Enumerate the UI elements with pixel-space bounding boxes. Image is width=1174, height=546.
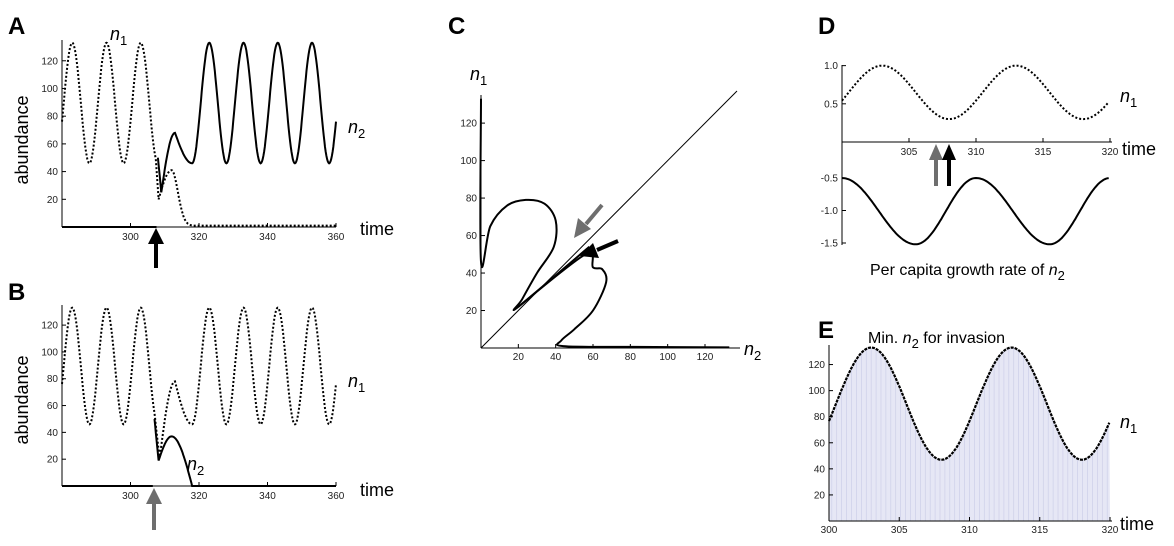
panel-c-x-tick-label-120: 120 [697, 352, 714, 363]
panel-b-y-tick-label-80: 80 [47, 374, 59, 385]
panel-d-y-tick-label--0.5: -0.5 [821, 174, 839, 185]
panel-d-x-tick-label-315: 315 [1035, 147, 1052, 158]
panel-e-x-tick-label-305: 305 [891, 525, 908, 536]
panel-e-title: Min. n2 for invasion [868, 330, 1005, 351]
panel-e: E 20 40 60 80 100 120 300 305 310 315 320 time n1… [808, 317, 1154, 536]
panel-d-y-tick-label-1: 1.0 [824, 61, 838, 72]
panel-c-x-tick-label-100: 100 [659, 352, 676, 363]
panel-d: D 0.5 1.0 -0.5 -1.0 -1.5 305 310 315 320 time n… [818, 13, 1156, 283]
panel-d-y-tick-label--1: -1.0 [821, 206, 839, 217]
panel-e-x-tick-label-300: 300 [821, 525, 838, 536]
panel-e-n1-line [827, 346, 1111, 461]
panel-c-gray-arrow [574, 203, 604, 238]
panel-c-y-tick-label-120: 120 [460, 119, 477, 130]
panel-a-x-tick-label-340: 340 [259, 232, 276, 243]
panel-a-n1-label: n1 [110, 24, 127, 48]
panel-d-x-tick-label-310: 310 [968, 147, 985, 158]
panel-d-gray-arrow [929, 144, 943, 186]
panel-b-n2-label: n2 [187, 454, 204, 478]
panel-c-y-tick-label-100: 100 [460, 156, 477, 167]
panel-b-n1-line [61, 306, 337, 459]
panel-e-y-tick-label-40: 40 [814, 464, 826, 475]
panel-a-n2-label: n2 [348, 117, 365, 141]
panel-b-x-tick-label-360: 360 [328, 491, 345, 502]
panel-c-ylabel: n1 [470, 64, 487, 88]
panel-b-y-tick-label-120: 120 [41, 321, 58, 332]
panel-b-x-tick-label-300: 300 [122, 491, 139, 502]
panel-b-y-tick-label-20: 20 [47, 455, 59, 466]
panel-a-y-tick-label-120: 120 [41, 56, 58, 67]
panel-d-xlabel: time [1122, 139, 1156, 159]
panel-c-xlabel: n2 [744, 339, 761, 363]
panel-e-y-tick-label-80: 80 [814, 412, 826, 423]
panel-d-n1-line [841, 64, 1110, 121]
panel-c-black-arrow [580, 239, 619, 258]
panel-c-y-tick-label-80: 80 [466, 194, 478, 205]
panel-c-y-tick-label-40: 40 [466, 269, 478, 280]
panel-b-x-tick-label-320: 320 [191, 491, 208, 502]
panel-e-xlabel: time [1120, 514, 1154, 534]
panel-d-letter: D [818, 13, 835, 40]
panel-c-diagonal [480, 90, 738, 349]
panel-a-xlabel: time [360, 219, 394, 239]
panel-b-y-tick-label-100: 100 [41, 347, 58, 358]
panel-c-x-tick-label-80: 80 [625, 352, 637, 363]
panel-e-x-tick-label-315: 315 [1031, 525, 1048, 536]
panel-d-growth-rate-line [841, 176, 1109, 246]
panel-a-y-tick-label-60: 60 [47, 139, 59, 150]
panel-d-n1-label: n1 [1120, 86, 1137, 110]
panel-d-y-tick-label-0.5: 0.5 [824, 99, 838, 110]
panel-e-y-tick-label-100: 100 [808, 386, 825, 397]
panel-c-x-tick-label-40: 40 [550, 352, 562, 363]
panel-e-x-tick-label-320: 320 [1102, 525, 1119, 536]
panel-d-x-tick-label-305: 305 [901, 147, 918, 158]
panel-c-y-tick-label-20: 20 [466, 306, 478, 317]
panel-b-n1-label: n1 [348, 371, 365, 395]
panel-a-y-tick-label-80: 80 [47, 112, 59, 123]
panel-b-y-tick-label-60: 60 [47, 401, 59, 412]
panel-a-invasion-arrow [148, 228, 164, 268]
panel-a-n2-line [62, 41, 337, 228]
panel-c-letter: C [448, 13, 465, 40]
panel-a-n1-line [61, 41, 336, 227]
panel-c-x-tick-label-60: 60 [587, 352, 599, 363]
panel-b-ylabel: abundance [12, 355, 32, 444]
panel-d-caption: Per capita growth rate of n2 [870, 262, 1065, 283]
panel-b-x-tick-label-340: 340 [259, 491, 276, 502]
panel-b-invasion-arrow [146, 488, 162, 530]
panel-e-y-tick-label-120: 120 [808, 360, 825, 371]
panel-c-trajectory-a [479, 98, 590, 312]
panel-c-x-tick-label-20: 20 [513, 352, 525, 363]
panel-a-ylabel: abundance [12, 95, 32, 184]
panel-a-x-tick-label-360: 360 [328, 232, 345, 243]
panel-a-x-tick-label-300: 300 [122, 232, 139, 243]
panel-c-trajectory-b [517, 251, 730, 349]
panel-b-letter: B [8, 279, 25, 306]
panel-a-letter: A [8, 13, 25, 40]
panel-a-y-tick-label-100: 100 [41, 84, 58, 95]
panel-e-y-tick-label-60: 60 [814, 438, 826, 449]
panel-d-x-tick-label-320: 320 [1102, 147, 1119, 158]
panel-c: C 20 40 60 80 100 120 20 40 60 80 100 120 n1 n2 [448, 13, 761, 363]
panel-e-y-tick-label-20: 20 [814, 490, 826, 501]
panel-e-x-tick-label-310: 310 [961, 525, 978, 536]
panel-a-y-tick-label-20: 20 [47, 195, 59, 206]
panel-b-n2-line [62, 418, 336, 487]
panel-a-x-tick-label-320: 320 [191, 232, 208, 243]
panel-b-y-tick-label-40: 40 [47, 428, 59, 439]
panel-d-y-tick-label--1.5: -1.5 [821, 239, 839, 250]
panel-d-black-arrow [942, 144, 956, 186]
panel-b-xlabel: time [360, 480, 394, 500]
panel-e-letter: E [818, 317, 834, 344]
panel-c-y-tick-label-60: 60 [466, 231, 478, 242]
panel-e-n1-label: n1 [1120, 412, 1137, 436]
panel-a-y-tick-label-40: 40 [47, 167, 59, 178]
